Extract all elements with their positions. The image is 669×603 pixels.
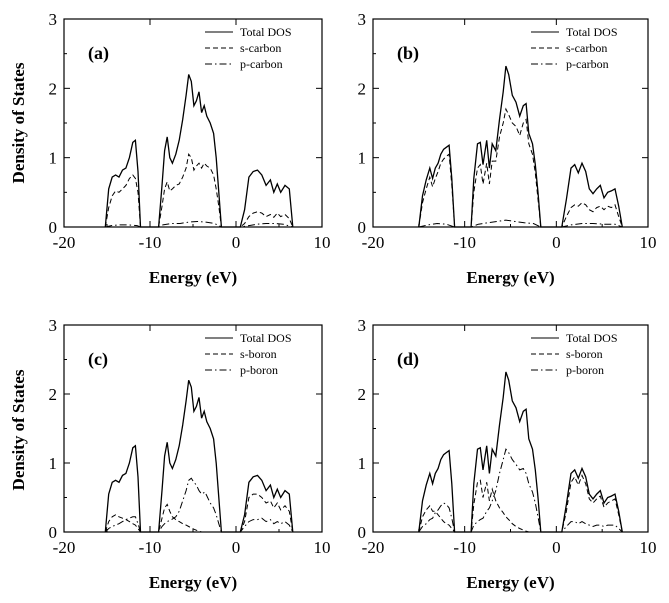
legend-label: Total DOS [240,25,292,39]
y-tick-label: 2 [358,79,367,98]
x-tick-label: -20 [53,538,76,557]
legend-label: p-carbon [240,57,283,71]
y-tick-label: 2 [358,385,367,404]
x-tick-label: 10 [314,538,331,557]
y-tick-label: 0 [49,523,58,542]
series-line-p-boron [418,448,623,533]
x-tick-label: 0 [552,233,561,252]
dos-panel: -20 -10 0 10 0 1 2 3 Energy (eV) (c) Total DOS s-bo… [49,316,331,592]
y-tick-label: 3 [49,316,58,335]
legend-label: p-boron [566,363,604,377]
x-tick-label: -20 [53,233,76,252]
y-tick-label: 1 [358,454,367,473]
legend-label: s-carbon [240,41,281,55]
x-axis-title: Energy (eV) [466,573,554,592]
y-tick-label: 0 [358,218,367,237]
legend-label: Total DOS [240,331,292,345]
series-line-s-boron [104,493,294,533]
x-tick-label: -10 [139,233,162,252]
series-line-s-carbon [418,107,623,228]
x-tick-label: 0 [232,233,241,252]
y-tick-label: 3 [358,316,367,335]
series-line-p-boron [104,477,294,533]
legend-label: Total DOS [566,25,618,39]
legend-label: Total DOS [566,331,618,345]
x-tick-label: -20 [362,538,385,557]
series-line-total-dos [418,65,623,228]
panel-label: (b) [397,43,419,64]
dos-panel: -20 -10 0 10 0 1 2 3 Energy (eV) (b) Total DOS s-ca… [358,10,657,287]
dos-panel: -20 -10 0 10 0 1 2 3 Energy (eV) (a) Total DOS s-ca… [49,10,331,287]
panel-label: (d) [397,349,419,370]
series-line-s-carbon [104,152,294,228]
series-line-s-boron [418,474,623,533]
y-tick-label: 2 [49,79,58,98]
y-tick-label: 0 [358,523,367,542]
y-tick-label: 1 [49,454,58,473]
legend-label: p-carbon [566,57,609,71]
legend-label: s-carbon [566,41,607,55]
series-line-total-dos [104,74,294,228]
legend-label: s-boron [240,347,277,361]
panel-label: (c) [88,349,108,370]
x-tick-label: 0 [552,538,561,557]
panel-label: (a) [88,43,109,64]
x-tick-label: -10 [453,233,476,252]
y-axis-title-bottom: Density of States [9,369,28,490]
x-axis-title: Energy (eV) [149,268,237,287]
x-tick-label: 10 [314,233,331,252]
series-line-p-carbon [105,220,293,228]
y-tick-label: 1 [49,149,58,168]
legend-label: p-boron [240,363,278,377]
legend-label: s-boron [566,347,603,361]
y-tick-label: 3 [358,10,367,29]
series-line-p-carbon [418,219,623,228]
y-tick-label: 1 [358,149,367,168]
y-tick-label: 2 [49,385,58,404]
x-axis-title: Energy (eV) [149,573,237,592]
x-tick-label: 0 [232,538,241,557]
x-axis-title: Energy (eV) [466,268,554,287]
y-tick-label: 3 [49,10,58,29]
series-line-total-dos [104,379,294,533]
y-axis-title-top: Density of States [9,62,28,183]
series-line-total-dos [418,371,623,533]
x-tick-label: -10 [139,538,162,557]
x-tick-label: -10 [453,538,476,557]
x-tick-label: 10 [640,233,657,252]
y-tick-label: 0 [49,218,58,237]
x-tick-label: 10 [640,538,657,557]
dos-panel: -20 -10 0 10 0 1 2 3 Energy (eV) (d) Total DOS s-bo… [358,316,657,592]
x-tick-label: -20 [362,233,385,252]
